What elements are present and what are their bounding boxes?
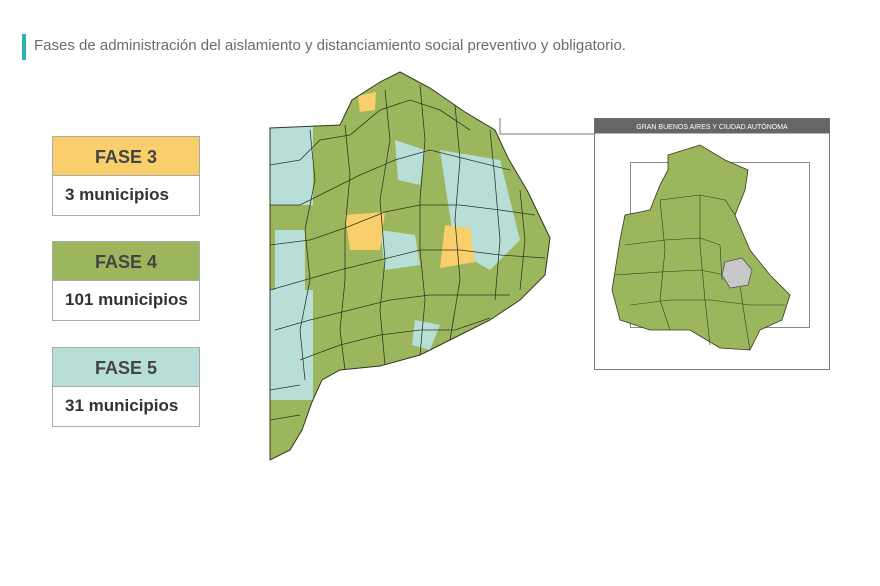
legend-item: FASE 4 101 municipios [52,241,200,321]
legend-count: 3 municipios [52,176,200,216]
inset-header [594,118,830,134]
caba [721,257,753,289]
province-outline [269,71,551,461]
legend-count: 31 municipios [52,387,200,427]
legend-label: FASE 5 [52,347,200,387]
legend-count: 101 municipios [52,281,200,321]
province-map [270,72,550,460]
title-accent [22,34,26,60]
inset-boundaries [614,194,785,351]
legend-item: FASE 3 3 municipios [52,136,200,216]
legend-item: FASE 5 31 municipios [52,347,200,427]
connector [499,118,594,135]
legend-label: FASE 4 [52,241,200,281]
inset-title: GRAN BUENOS AIRES Y CIUDAD AUTÓNOMA [636,122,788,131]
legend-label: FASE 3 [52,136,200,176]
page-title: Fases de administración del aislamiento … [34,37,626,54]
